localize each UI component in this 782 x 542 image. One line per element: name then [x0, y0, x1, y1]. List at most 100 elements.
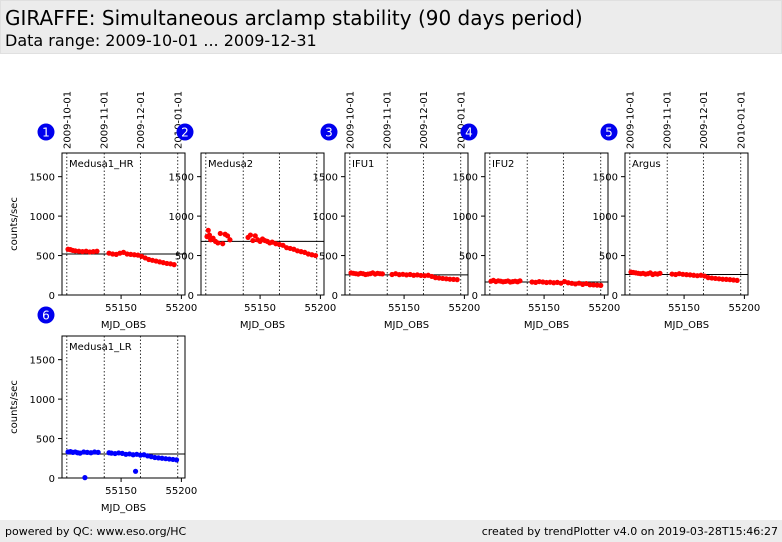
chart-panel-6: 6 0 500 1000 1500 55150 55200 MJD_OBS counts/sec… — [9, 306, 197, 514]
panel-number-badge — [320, 123, 338, 141]
date-label: 2009-12-01 — [419, 91, 430, 149]
panel-label: Medusa1_HR — [69, 159, 134, 170]
plot-frame — [484, 152, 609, 296]
y-tick-label: 1000 — [313, 212, 338, 223]
data-point — [217, 230, 223, 237]
panel-number-badge — [37, 306, 55, 324]
footer-powered-by: powered by QC: www.eso.org/HC — [5, 525, 187, 538]
x-axis-label: MJD_OBS — [240, 320, 285, 331]
x-tick-label: 55150 — [528, 303, 560, 314]
x-axis-label: MJD_OBS — [384, 320, 429, 331]
y-tick-label: 1500 — [313, 173, 338, 184]
data-point — [250, 237, 256, 244]
data-point — [247, 232, 254, 238]
panel-number-badge — [37, 123, 55, 141]
y-tick-label: 0 — [612, 291, 618, 302]
y-tick-label: 1500 — [30, 173, 55, 184]
date-label: 2009-12-01 — [136, 91, 147, 149]
data-point — [220, 241, 226, 247]
data-point — [454, 277, 460, 283]
panel-label: Argus — [632, 159, 661, 170]
chart-panel-3: 2009-10-01 2009-11-01 2009-12-01 2010-01-01… — [313, 91, 481, 331]
panel-number: 3 — [325, 126, 333, 140]
data-point — [215, 240, 221, 246]
panel-number: 2 — [181, 126, 189, 140]
page-title: GIRAFFE: Simultaneous arclamp stability … — [5, 6, 583, 30]
y-tick-label: 1500 — [593, 173, 618, 184]
data-point — [224, 233, 231, 239]
data-point — [252, 233, 258, 239]
data-point — [517, 278, 523, 284]
y-tick-label: 1500 — [453, 173, 478, 184]
panel-number-badge — [176, 123, 194, 141]
footer-created-by: created by trendPlotter v4.0 on 2019-03-… — [481, 525, 778, 538]
panel-number: 6 — [42, 309, 50, 323]
panel-label: IFU1 — [352, 159, 374, 170]
data-point — [173, 457, 180, 463]
data-point — [227, 237, 233, 243]
plot-frame — [61, 152, 186, 296]
data-range-subtitle: Data range: 2009-10-01 ... 2009-12-31 — [5, 31, 317, 50]
x-tick-label: 55150 — [244, 303, 276, 314]
y-tick-label: 1500 — [169, 173, 194, 184]
date-label: 2009-11-01 — [663, 91, 674, 149]
date-label: 2009-12-01 — [699, 91, 710, 149]
x-tick-label: 55200 — [588, 303, 620, 314]
y-tick-label: 1000 — [169, 212, 194, 223]
x-axis-label: MJD_OBS — [101, 320, 146, 331]
panel-label: Medusa1_LR — [69, 342, 132, 353]
date-label: 2009-10-01 — [345, 91, 356, 149]
data-point — [379, 271, 385, 277]
y-tick-label: 500 — [175, 252, 194, 263]
plot-frame — [200, 152, 325, 296]
data-point — [82, 475, 88, 481]
x-tick-label: 55200 — [165, 486, 197, 497]
y-tick-label: 500 — [319, 252, 338, 263]
y-tick-label: 0 — [49, 291, 55, 302]
data-point — [598, 282, 604, 288]
header-bar: GIRAFFE: Simultaneous arclamp stability … — [0, 0, 782, 54]
chart-panel-5: 2009-10-01 2009-11-01 2009-12-01 2010-01-01… — [593, 91, 761, 331]
chart-panel-2: 2 0 500 1000 1500 55150 55200 MJD_OBS Medusa2 — [169, 123, 336, 331]
y-tick-label: 1500 — [30, 356, 55, 367]
x-axis-label: MJD_OBS — [101, 503, 146, 514]
x-tick-label: 55150 — [388, 303, 420, 314]
y-tick-label: 500 — [459, 252, 478, 263]
panel-label: IFU2 — [492, 159, 514, 170]
date-label: 2010-01-01 — [173, 91, 184, 149]
y-tick-label: 500 — [36, 435, 55, 446]
x-axis-label: MJD_OBS — [664, 320, 709, 331]
y-tick-label: 0 — [49, 474, 55, 485]
data-point — [95, 449, 101, 455]
data-point — [171, 262, 177, 268]
y-tick-label: 0 — [472, 291, 478, 302]
x-tick-label: 55200 — [728, 303, 760, 314]
data-point — [657, 270, 663, 276]
x-tick-label: 55200 — [165, 303, 197, 314]
x-tick-label: 55200 — [304, 303, 336, 314]
y-tick-label: 1000 — [453, 212, 478, 223]
data-point — [94, 248, 100, 254]
x-tick-label: 55200 — [448, 303, 480, 314]
date-label: 2009-11-01 — [383, 91, 394, 149]
y-tick-label: 1000 — [593, 212, 618, 223]
date-label: 2010-01-01 — [736, 91, 747, 149]
footer-bar: powered by QC: www.eso.org/HC created by… — [0, 520, 782, 542]
panel-label: Medusa2 — [208, 159, 253, 170]
date-label: 2009-10-01 — [625, 91, 636, 149]
data-point — [734, 277, 740, 284]
panel-number: 1 — [42, 126, 50, 140]
data-point — [132, 468, 139, 474]
x-axis-label: MJD_OBS — [524, 320, 569, 331]
y-tick-label: 500 — [599, 252, 618, 263]
date-label: 2010-01-01 — [456, 91, 467, 149]
x-tick-label: 55150 — [105, 303, 137, 314]
data-point — [205, 227, 211, 233]
panel-number: 4 — [465, 126, 473, 140]
chart-panel-4: 4 0 500 1000 1500 55150 55200 MJD_OBS IFU2 — [453, 123, 620, 331]
y-tick-label: 0 — [188, 291, 194, 302]
x-tick-label: 55150 — [668, 303, 700, 314]
y-axis-label: counts/sec — [9, 380, 20, 434]
date-label: 2009-10-01 — [62, 91, 73, 149]
